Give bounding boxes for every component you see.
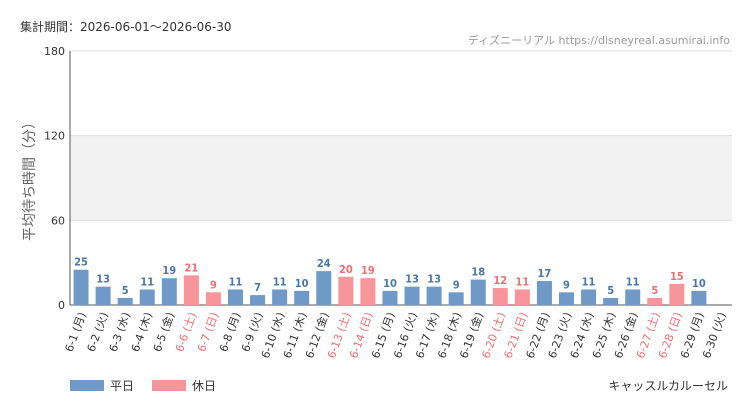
data-label: 10 (383, 277, 397, 290)
data-label: 21 (184, 261, 198, 274)
bar (669, 283, 685, 305)
bar (581, 289, 597, 305)
bar (316, 271, 332, 305)
bar (382, 290, 398, 305)
legend-label-weekday: 平日 (110, 379, 135, 393)
bar (227, 289, 244, 305)
bar (360, 278, 376, 305)
data-label: 7 (254, 281, 261, 294)
bar (161, 278, 177, 305)
data-label: 24 (317, 257, 331, 270)
data-label: 11 (626, 275, 640, 288)
bar (95, 286, 111, 305)
chart-legend: 平日 休日 (70, 377, 234, 394)
bar (470, 279, 486, 305)
data-label: 13 (405, 273, 419, 286)
bar (536, 281, 552, 305)
y-tick-label: 120 (44, 130, 65, 143)
data-label: 17 (538, 267, 552, 280)
data-label: 15 (670, 270, 684, 283)
bar (117, 297, 133, 305)
data-label: 9 (563, 278, 570, 291)
bar (448, 292, 464, 305)
data-label: 13 (96, 273, 110, 286)
site-credit: ディズニーリアル https://disneyreal.asumirai.inf… (467, 34, 730, 47)
bar (625, 289, 641, 305)
bar (183, 275, 199, 305)
bar (294, 290, 310, 305)
data-label: 5 (651, 284, 658, 297)
attraction-name: キャッスルカルーセル (608, 379, 728, 393)
bar (272, 289, 288, 305)
legend-swatch-holiday (152, 380, 187, 391)
data-label: 12 (493, 274, 507, 287)
bar (73, 269, 89, 305)
bar (514, 289, 530, 305)
legend-item-weekday: 平日 (70, 377, 134, 394)
legend-swatch-weekday (70, 380, 104, 391)
legend-label-holiday: 休日 (192, 379, 217, 393)
data-label: 10 (295, 277, 309, 290)
data-label: 11 (229, 275, 243, 288)
data-label: 11 (140, 275, 154, 288)
y-tick-label: 180 (44, 45, 65, 58)
data-label: 5 (607, 284, 614, 297)
period-label: 集計期間：2026-06-01～2026-06-30 (20, 20, 232, 34)
bar (404, 286, 420, 305)
bar (426, 286, 442, 305)
y-tick-label: 0 (58, 299, 65, 312)
data-label: 9 (210, 278, 217, 291)
data-label: 11 (515, 275, 529, 288)
bar (558, 292, 575, 305)
legend-item-holiday: 休日 (152, 377, 216, 394)
data-label: 25 (74, 256, 88, 269)
bar (691, 290, 707, 305)
bar (338, 276, 354, 305)
bar (647, 297, 663, 305)
bar (205, 292, 221, 305)
y-axis-title: 平均待ち時間（分） (22, 115, 38, 241)
bar (139, 289, 155, 305)
shaded-band (70, 135, 732, 221)
data-label: 20 (339, 263, 353, 276)
data-label: 18 (471, 266, 485, 279)
data-label: 11 (582, 275, 596, 288)
bar (492, 288, 508, 305)
bar (250, 295, 266, 305)
data-label: 5 (122, 284, 129, 297)
y-tick-label: 60 (51, 214, 65, 227)
data-label: 9 (453, 278, 460, 291)
data-label: 13 (427, 273, 441, 286)
bar (603, 297, 619, 305)
data-label: 10 (692, 277, 706, 290)
data-label: 11 (273, 275, 287, 288)
data-label: 19 (361, 264, 375, 277)
data-label: 19 (162, 264, 176, 277)
